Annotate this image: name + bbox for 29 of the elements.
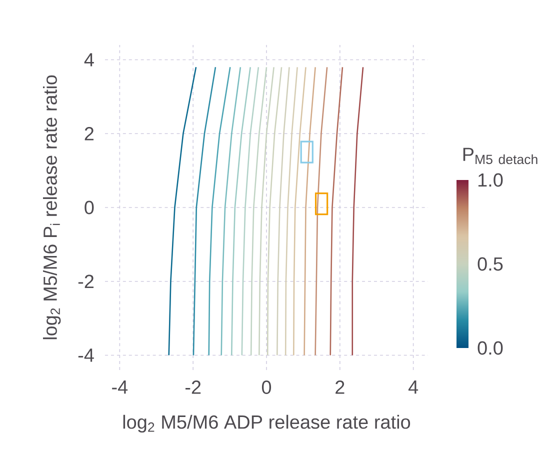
line-series: [258, 66, 274, 356]
line-series: [230, 66, 251, 356]
y-tick-label: 0: [84, 200, 94, 214]
line-series: [208, 66, 231, 356]
x-tick-label: -4: [112, 380, 128, 394]
color-bar-label: 0.5: [478, 257, 503, 271]
y-tick-label: 2: [84, 127, 94, 140]
x-tick-label: 4: [408, 380, 418, 394]
line-series: [266, 66, 282, 356]
line-series: [250, 66, 268, 356]
color-bar-label: 1.0: [478, 173, 503, 187]
line-series: [220, 66, 242, 356]
color-bar-label: 0.0: [478, 341, 503, 355]
y-tick-label: 4: [84, 53, 94, 66]
line-series: [284, 66, 298, 356]
x-tick-label: 2: [336, 380, 344, 394]
line-series: [168, 66, 197, 356]
y-axis-title: log$_{2}$ M5/M6 P$_{i}$ release rate ratio: [43, 75, 61, 340]
x-axis-title: log$_{2}$ M5/M6 ADP release rate ratio: [123, 414, 410, 433]
line-series: [330, 66, 344, 356]
line-series: [352, 66, 364, 356]
y-tick-label: -2: [78, 274, 94, 288]
color-bar-title: $\mathrm{P}_{\mathrm{M5\ detach}}$: [463, 148, 538, 164]
line-series: [276, 66, 290, 356]
line-series: [293, 66, 306, 356]
x-tick-label: -2: [185, 380, 201, 394]
y-tick-label: -4: [78, 348, 94, 362]
line-series: [241, 66, 260, 356]
x-tick-label: 0: [262, 380, 272, 394]
